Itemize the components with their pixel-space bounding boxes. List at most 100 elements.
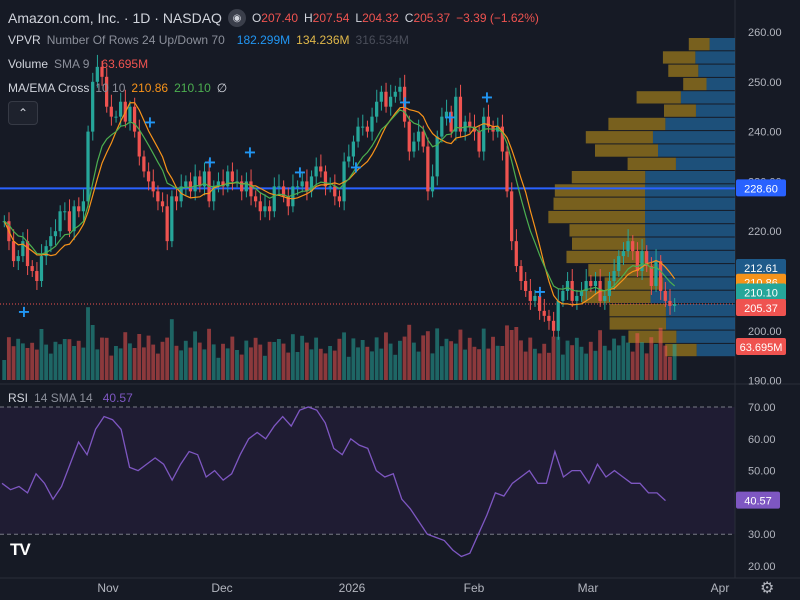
price-tag: 212.61 [744,263,778,275]
price-tag: 205.37 [744,303,778,315]
volume-bar [76,340,81,380]
ma-ema-name: MA/EMA Cross [8,81,90,95]
vpvr-row-down [608,117,666,131]
volume-bar [86,307,90,380]
volume-bar [11,346,16,380]
candle-body [375,101,379,117]
vpvr-row-up [654,264,735,277]
candle-body [132,106,137,132]
candle-body [295,186,300,188]
candle-body [542,310,546,316]
candle-body [128,106,132,122]
candle-body [356,126,360,142]
candle-body [384,91,388,107]
volume-bar [528,337,533,380]
candle-body [584,281,588,291]
candle-body [402,86,407,122]
eye-icon[interactable]: ◉ [227,9,246,27]
rsi-axis-tick: 50.00 [748,466,776,478]
candle-body [444,111,449,117]
volume-bar [258,344,263,380]
volume-bar [81,347,86,380]
volume-bar [300,335,305,380]
volume-bar [658,327,663,380]
vpvr-total-volume: 316.534M [355,33,409,47]
vpvr-params: Number Of Rows 24 Up/Down 70 [46,33,225,47]
volume-bar [239,354,244,380]
volume-bar [323,353,328,380]
volume-bar [607,350,612,380]
volume-bar [458,329,463,380]
time-axis-label: Apr [711,581,730,595]
rsi-name: RSI [8,391,29,405]
rsi-line [1,406,666,558]
price-axis-tick: 250.00 [748,77,782,89]
volume-bar [132,348,137,380]
cross-marker-icon: + [243,143,256,162]
vpvr-row-down [664,104,696,117]
candle-body [388,96,393,107]
candle-body [81,201,85,212]
volume-bar [384,332,388,380]
candle-body [435,136,439,177]
collapse-legend-button[interactable]: ⌃ [8,101,38,125]
volume-bar [188,347,193,380]
candle-body [244,181,248,192]
vpvr-row-up [663,277,735,290]
vpvr-up-volume: 182.299M [236,33,291,47]
volume-bar [151,344,156,380]
volume-bar [20,343,25,380]
gear-icon[interactable]: ⚙ [760,580,775,597]
volume-bar [25,348,30,380]
candle-body [393,91,397,97]
volume-bar [584,353,589,380]
candle-body [216,181,220,187]
time-axis-label: Feb [464,581,485,595]
ma-ema-legend[interactable]: MA/EMA Cross 10 10 210.86 210.10 ∅ [8,81,227,95]
volume-bar [290,334,295,380]
candle-body [551,320,556,331]
candle-body [407,121,411,152]
candle-body [514,241,518,267]
volume-bar [630,351,635,380]
candle-body [523,281,528,291]
vpvr-row-up [709,38,735,51]
volume-bar [58,344,63,380]
volume-bar [491,336,495,380]
candle-body [253,196,258,202]
volume-legend[interactable]: Volume SMA 9 63.695M [8,57,148,71]
volume-bar [644,353,649,380]
candle-body [519,266,523,281]
volume-bar [542,343,547,380]
vpvr-row-down [665,343,697,357]
candle-body [323,171,328,187]
cross-marker-icon: + [203,152,216,171]
candle-body [579,290,584,296]
volume-bar [295,352,300,380]
volume-bar [574,337,579,380]
price-tag-bg [736,299,786,317]
volume-bar [551,336,556,380]
volume-bar [421,335,426,380]
volume-bar [523,351,528,380]
vpvr-row-down [636,91,681,104]
high-label: H [304,11,313,25]
vpvr-row-up [645,197,735,210]
rsi-axis-tick: 20.00 [748,561,776,573]
rsi-legend[interactable]: RSI 14 SMA 14 40.57 [8,391,133,405]
candle-body [547,315,551,321]
volume-bar [183,340,188,380]
candle-body [118,101,123,117]
volume-bar [318,348,323,380]
vpvr-legend[interactable]: VPVR Number Of Rows 24 Up/Down 70 182.29… [8,33,409,47]
candle-body [649,266,653,286]
volume-bar [379,348,384,380]
candle-body [668,300,672,306]
volume-bar [342,332,346,380]
candle-body [63,211,67,213]
tradingview-logo-icon[interactable]: TV [10,540,31,559]
candle-body [16,256,20,262]
high-value: 207.54 [312,11,350,25]
volume-bar [165,337,170,380]
